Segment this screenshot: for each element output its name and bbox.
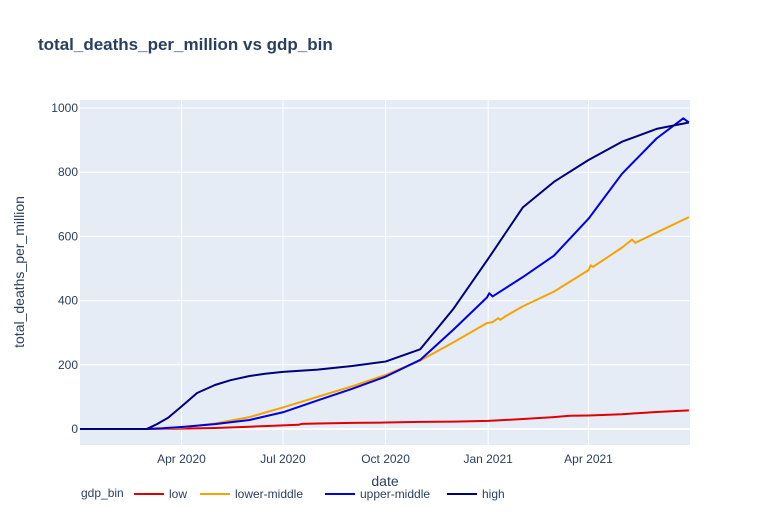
y-tick-label: 200 bbox=[58, 358, 78, 372]
y-tick-label: 400 bbox=[58, 294, 78, 308]
chart-title: total_deaths_per_million vs gdp_bin bbox=[38, 35, 333, 54]
y-tick-label: 1000 bbox=[51, 101, 78, 115]
y-tick-label: 600 bbox=[58, 229, 78, 243]
legend-label-lower-middle[interactable]: lower-middle bbox=[235, 487, 303, 501]
legend-label-low[interactable]: low bbox=[169, 487, 187, 501]
x-tick-label: Apr 2020 bbox=[157, 452, 206, 466]
x-tick-label: Oct 2020 bbox=[361, 452, 410, 466]
x-axis-title: date bbox=[371, 473, 398, 489]
grid-lines bbox=[80, 100, 690, 445]
x-tick-label: Jul 2020 bbox=[260, 452, 306, 466]
legend-label-upper-middle[interactable]: upper-middle bbox=[360, 487, 430, 501]
series-line-upper-middle bbox=[80, 117, 690, 430]
y-axis-title: total_deaths_per_million bbox=[11, 196, 27, 348]
legend: gdp_bin low lower-middle upper-middle high bbox=[81, 486, 505, 501]
x-axis-ticks: Apr 2020 Jul 2020 Oct 2020 Jan 2021 Apr 2021 bbox=[157, 452, 613, 466]
x-tick-label: Jan 2021 bbox=[463, 452, 513, 466]
legend-title: gdp_bin bbox=[81, 486, 124, 500]
series-lines bbox=[80, 117, 690, 430]
series-line-high bbox=[80, 121, 690, 430]
series-line-low bbox=[80, 409, 689, 430]
y-tick-label: 0 bbox=[71, 422, 78, 436]
x-tick-label: Apr 2021 bbox=[564, 452, 613, 466]
y-axis-ticks: 0 200 400 600 800 1000 bbox=[51, 101, 78, 436]
series-line-lower-middle bbox=[80, 216, 690, 430]
y-tick-label: 800 bbox=[58, 165, 78, 179]
legend-label-high[interactable]: high bbox=[482, 487, 505, 501]
plot-area bbox=[80, 100, 690, 445]
